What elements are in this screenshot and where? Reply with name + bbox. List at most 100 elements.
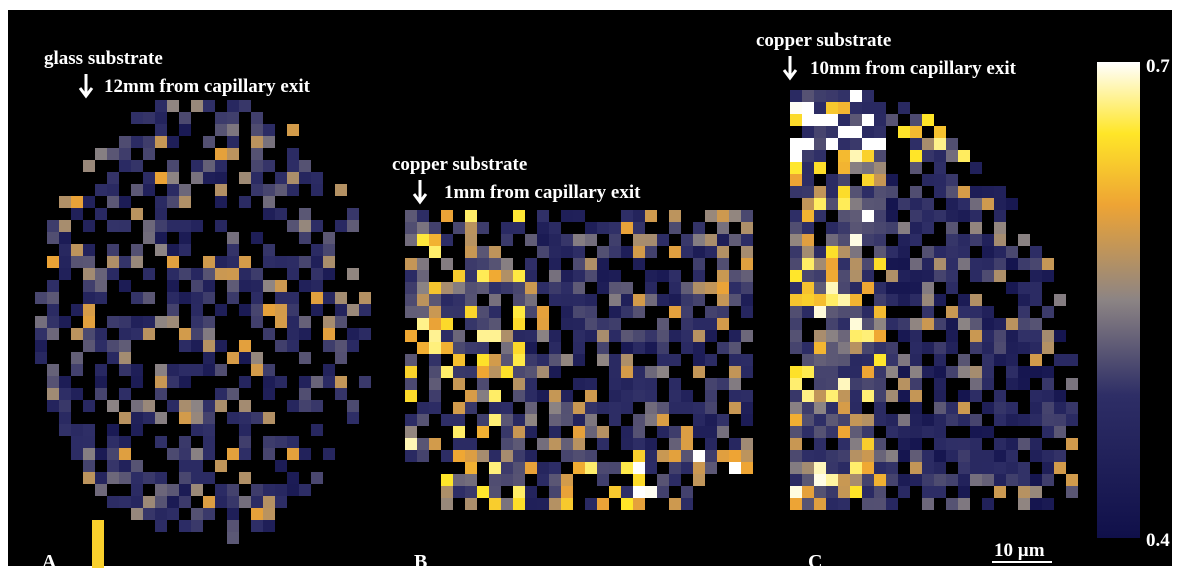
- pixel: [405, 438, 417, 450]
- pixel: [489, 318, 501, 330]
- pixel: [573, 210, 585, 222]
- pixel: [311, 292, 323, 304]
- pixel: [489, 402, 501, 414]
- pixel: [287, 400, 299, 412]
- pixel: [922, 366, 934, 378]
- pixel: [429, 222, 441, 234]
- pixel: [251, 232, 263, 244]
- pixel: [802, 186, 814, 198]
- pixel: [191, 484, 203, 496]
- pixel: [910, 354, 922, 366]
- pixel: [323, 268, 335, 280]
- pixel: [826, 450, 838, 462]
- pixel: [561, 486, 573, 498]
- pixel: [693, 222, 705, 234]
- pixel: [311, 304, 323, 316]
- pixel: [609, 294, 621, 306]
- pixel: [946, 306, 958, 318]
- pixel: [335, 304, 347, 316]
- pixel: [850, 114, 862, 126]
- pixel: [155, 436, 167, 448]
- pixel: [513, 306, 525, 318]
- pixel: [501, 498, 513, 510]
- pixel: [802, 390, 814, 402]
- pixel: [35, 316, 47, 328]
- pixel: [958, 462, 970, 474]
- pixel: [814, 186, 826, 198]
- pixel: [850, 102, 862, 114]
- pixel: [525, 330, 537, 342]
- pixel: [107, 340, 119, 352]
- pixel: [167, 280, 179, 292]
- pixel: [71, 244, 83, 256]
- pixel: [910, 342, 922, 354]
- pixel: [982, 186, 994, 198]
- pixel: [263, 448, 275, 460]
- pixel: [131, 508, 143, 520]
- pixel: [657, 366, 669, 378]
- pixel: [790, 438, 802, 450]
- panel-label: B: [414, 551, 427, 573]
- pixel: [441, 498, 453, 510]
- pixel: [335, 388, 347, 400]
- pixel: [465, 234, 477, 246]
- pixel: [191, 472, 203, 484]
- pixel: [347, 220, 359, 232]
- pixel: [263, 280, 275, 292]
- pixel: [970, 186, 982, 198]
- pixel: [874, 102, 886, 114]
- pixel: [549, 342, 561, 354]
- pixel: [299, 280, 311, 292]
- pixel: [850, 474, 862, 486]
- pixel: [826, 402, 838, 414]
- pixel: [645, 438, 657, 450]
- pixel: [501, 402, 513, 414]
- pixel: [946, 474, 958, 486]
- pixel: [850, 426, 862, 438]
- pixel: [609, 330, 621, 342]
- pixel: [119, 388, 131, 400]
- pixel: [922, 498, 934, 510]
- pixel: [203, 496, 215, 508]
- pixel: [167, 196, 179, 208]
- pixel: [1030, 270, 1042, 282]
- pixel: [898, 330, 910, 342]
- pixel: [537, 462, 549, 474]
- pixel: [83, 304, 95, 316]
- pixel: [970, 462, 982, 474]
- pixel: [359, 304, 371, 316]
- pixel: [790, 294, 802, 306]
- pixel: [934, 450, 946, 462]
- pixel: [729, 462, 741, 474]
- pixel: [609, 486, 621, 498]
- pixel: [513, 426, 525, 438]
- pixel: [958, 246, 970, 258]
- pixel: [95, 364, 107, 376]
- pixel: [693, 426, 705, 438]
- pixel: [179, 520, 191, 532]
- pixel: [886, 462, 898, 474]
- pixel: [1006, 282, 1018, 294]
- pixel: [287, 160, 299, 172]
- pixel: [191, 100, 203, 112]
- pixel: [287, 304, 299, 316]
- pixel: [982, 306, 994, 318]
- pixel: [107, 148, 119, 160]
- pixel: [922, 174, 934, 186]
- pixel: [95, 148, 107, 160]
- pixel: [970, 294, 982, 306]
- pixel: [525, 498, 537, 510]
- pixel: [850, 162, 862, 174]
- pixel: [441, 318, 453, 330]
- pixel: [826, 390, 838, 402]
- pixel: [131, 136, 143, 148]
- pixel: [299, 484, 311, 496]
- pixel: [669, 282, 681, 294]
- pixel: [910, 402, 922, 414]
- pixel: [1042, 258, 1054, 270]
- pixel: [59, 424, 71, 436]
- pixel: [155, 244, 167, 256]
- pixel: [119, 280, 131, 292]
- pixel: [167, 220, 179, 232]
- pixel: [92, 520, 104, 532]
